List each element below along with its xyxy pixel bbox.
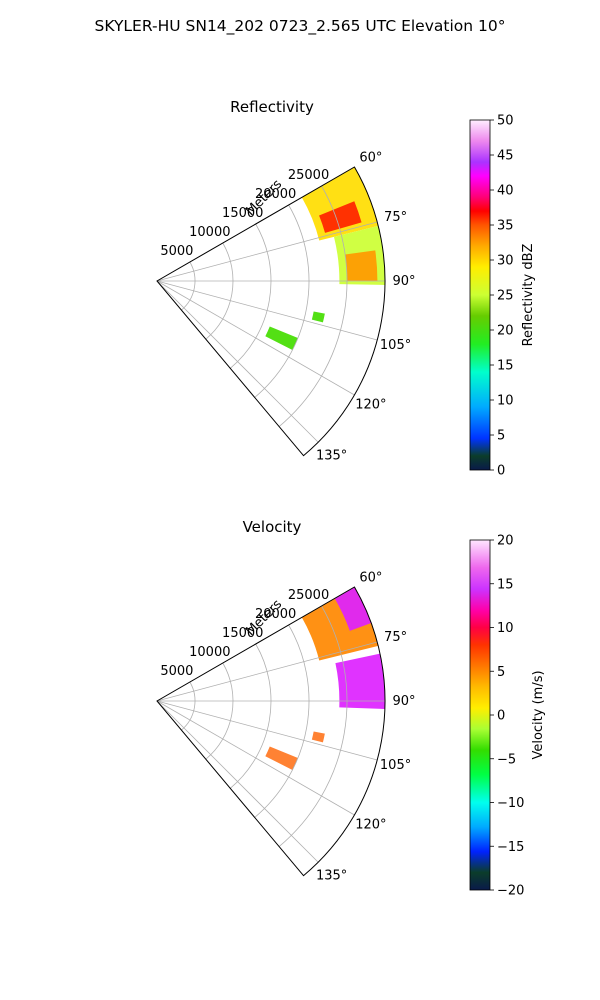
radial-tick-label: 20000 — [255, 187, 296, 202]
radial-tick-labels: 5000 10000 15000 20000 25000 — [160, 588, 329, 679]
colorbar-tick-label: 45 — [497, 149, 514, 164]
range-ring-3 — [254, 624, 310, 818]
colorbar-tick-label: 0 — [497, 464, 505, 479]
sector-frame — [156, 166, 386, 457]
colorbar-tick-label: 15 — [497, 577, 514, 592]
radial-tick-label: 25000 — [288, 588, 329, 603]
colorbar-tick-label: 5 — [497, 665, 505, 680]
radial-line-1 — [156, 221, 378, 282]
range-ring-1 — [205, 242, 234, 340]
angle-tick-labels: 60° 75° 90° 105° 120° 135° — [316, 571, 416, 884]
range-ring-0 — [181, 681, 196, 731]
sector-outline — [156, 166, 386, 457]
radial-line-4 — [156, 700, 355, 816]
figure-title: SKYLER-HU SN14_202 0723_2.565 UTC Elevat… — [95, 17, 506, 36]
sector-outline — [156, 586, 386, 877]
colorbar-tick-label: 25 — [497, 289, 514, 304]
echo-region-3 — [345, 250, 378, 281]
angle-tick-label: 120° — [355, 398, 386, 413]
radial-tick-label: 20000 — [255, 607, 296, 622]
colorbar-tick-label: −5 — [497, 752, 516, 767]
range-ring-4 — [278, 185, 348, 427]
angle-tick-label: 120° — [355, 818, 386, 833]
radial-tick-labels: 5000 10000 15000 20000 25000 — [160, 168, 329, 259]
colorbar-tick-label: 15 — [497, 359, 514, 374]
echo-region-1 — [334, 587, 372, 631]
echo-region-4 — [265, 746, 298, 771]
radial-tick-label: 10000 — [189, 645, 230, 660]
angle-tick-label: 135° — [316, 449, 347, 464]
colorbar-tick-label: −10 — [497, 796, 524, 811]
echo-region-4 — [311, 311, 325, 323]
colorbar-ticks: 0 5 10 15 20 25 30 35 40 45 50 — [490, 114, 514, 479]
colorbar-ticks: −20 −15 −10 −5 0 5 10 15 20 — [490, 534, 524, 899]
colorbar-tick-label: 20 — [497, 534, 514, 549]
angle-tick-label: 75° — [384, 630, 407, 645]
colorbar-tick-label: 20 — [497, 324, 514, 339]
radial-tick-label: 10000 — [189, 225, 230, 240]
echo-region-3 — [311, 731, 325, 743]
angle-tick-label: 105° — [380, 758, 411, 773]
radial-tick-label: 15000 — [222, 206, 263, 221]
radial-line-3 — [156, 700, 378, 761]
radial-tick-label: 25000 — [288, 168, 329, 183]
colorbar-label: Reflectivity dBZ — [521, 244, 536, 347]
reflectivity-panel: Reflectivity 5000 10000 15000 20000 25000 60… — [156, 98, 536, 479]
sector-frame — [156, 586, 386, 877]
angle-tick-labels: 60° 75° 90° 105° 120° 135° — [316, 151, 416, 464]
colorbar-tick-label: −20 — [497, 884, 524, 899]
echo-region-1 — [319, 201, 362, 233]
range-ring-2 — [230, 643, 272, 789]
angle-tick-label: 90° — [392, 694, 415, 709]
range-ring-3 — [254, 204, 310, 398]
echo-layer — [265, 167, 385, 351]
colorbar-tick-label: 10 — [497, 621, 514, 636]
radial-line-3 — [156, 280, 378, 341]
velocity-panel: Velocity 5000 10000 15000 20000 25000 60° 75°… — [156, 518, 546, 899]
colorbar-tick-label: −15 — [497, 840, 524, 855]
angle-tick-label: 60° — [359, 571, 382, 586]
range-ring-1 — [205, 662, 234, 760]
colorbar-label: Velocity (m/s) — [531, 670, 546, 759]
range-ring-2 — [230, 223, 272, 369]
radial-tick-label: 5000 — [160, 244, 193, 259]
colorbar-tick-label: 40 — [497, 184, 514, 199]
colorbar-tick-label: 35 — [497, 219, 514, 234]
panel-title: Velocity — [243, 518, 302, 536]
echo-region-5 — [265, 326, 298, 351]
radial-line-5 — [156, 280, 319, 443]
radial-line-1 — [156, 641, 378, 702]
colorbar-tick-label: 10 — [497, 394, 514, 409]
colorbar-tick-label: 5 — [497, 429, 505, 444]
echo-region-2 — [335, 653, 385, 709]
angle-tick-label: 60° — [359, 151, 382, 166]
radial-line-4 — [156, 280, 355, 396]
range-ring-4 — [278, 605, 348, 847]
colorbar-tick-label: 0 — [497, 709, 505, 724]
radial-tick-label: 15000 — [222, 626, 263, 641]
range-ring-0 — [181, 261, 196, 311]
angle-tick-label: 135° — [316, 869, 347, 884]
angle-tick-label: 75° — [384, 210, 407, 225]
colorbar — [469, 119, 491, 471]
radial-tick-label: 5000 — [160, 664, 193, 679]
panel-title: Reflectivity — [230, 98, 314, 116]
colorbar — [469, 539, 491, 891]
colorbar-tick-label: 30 — [497, 254, 514, 269]
radial-line-5 — [156, 700, 319, 863]
angle-tick-label: 90° — [392, 274, 415, 289]
colorbar-tick-label: 50 — [497, 114, 514, 129]
echo-layer — [265, 587, 385, 771]
angle-tick-label: 105° — [380, 338, 411, 353]
